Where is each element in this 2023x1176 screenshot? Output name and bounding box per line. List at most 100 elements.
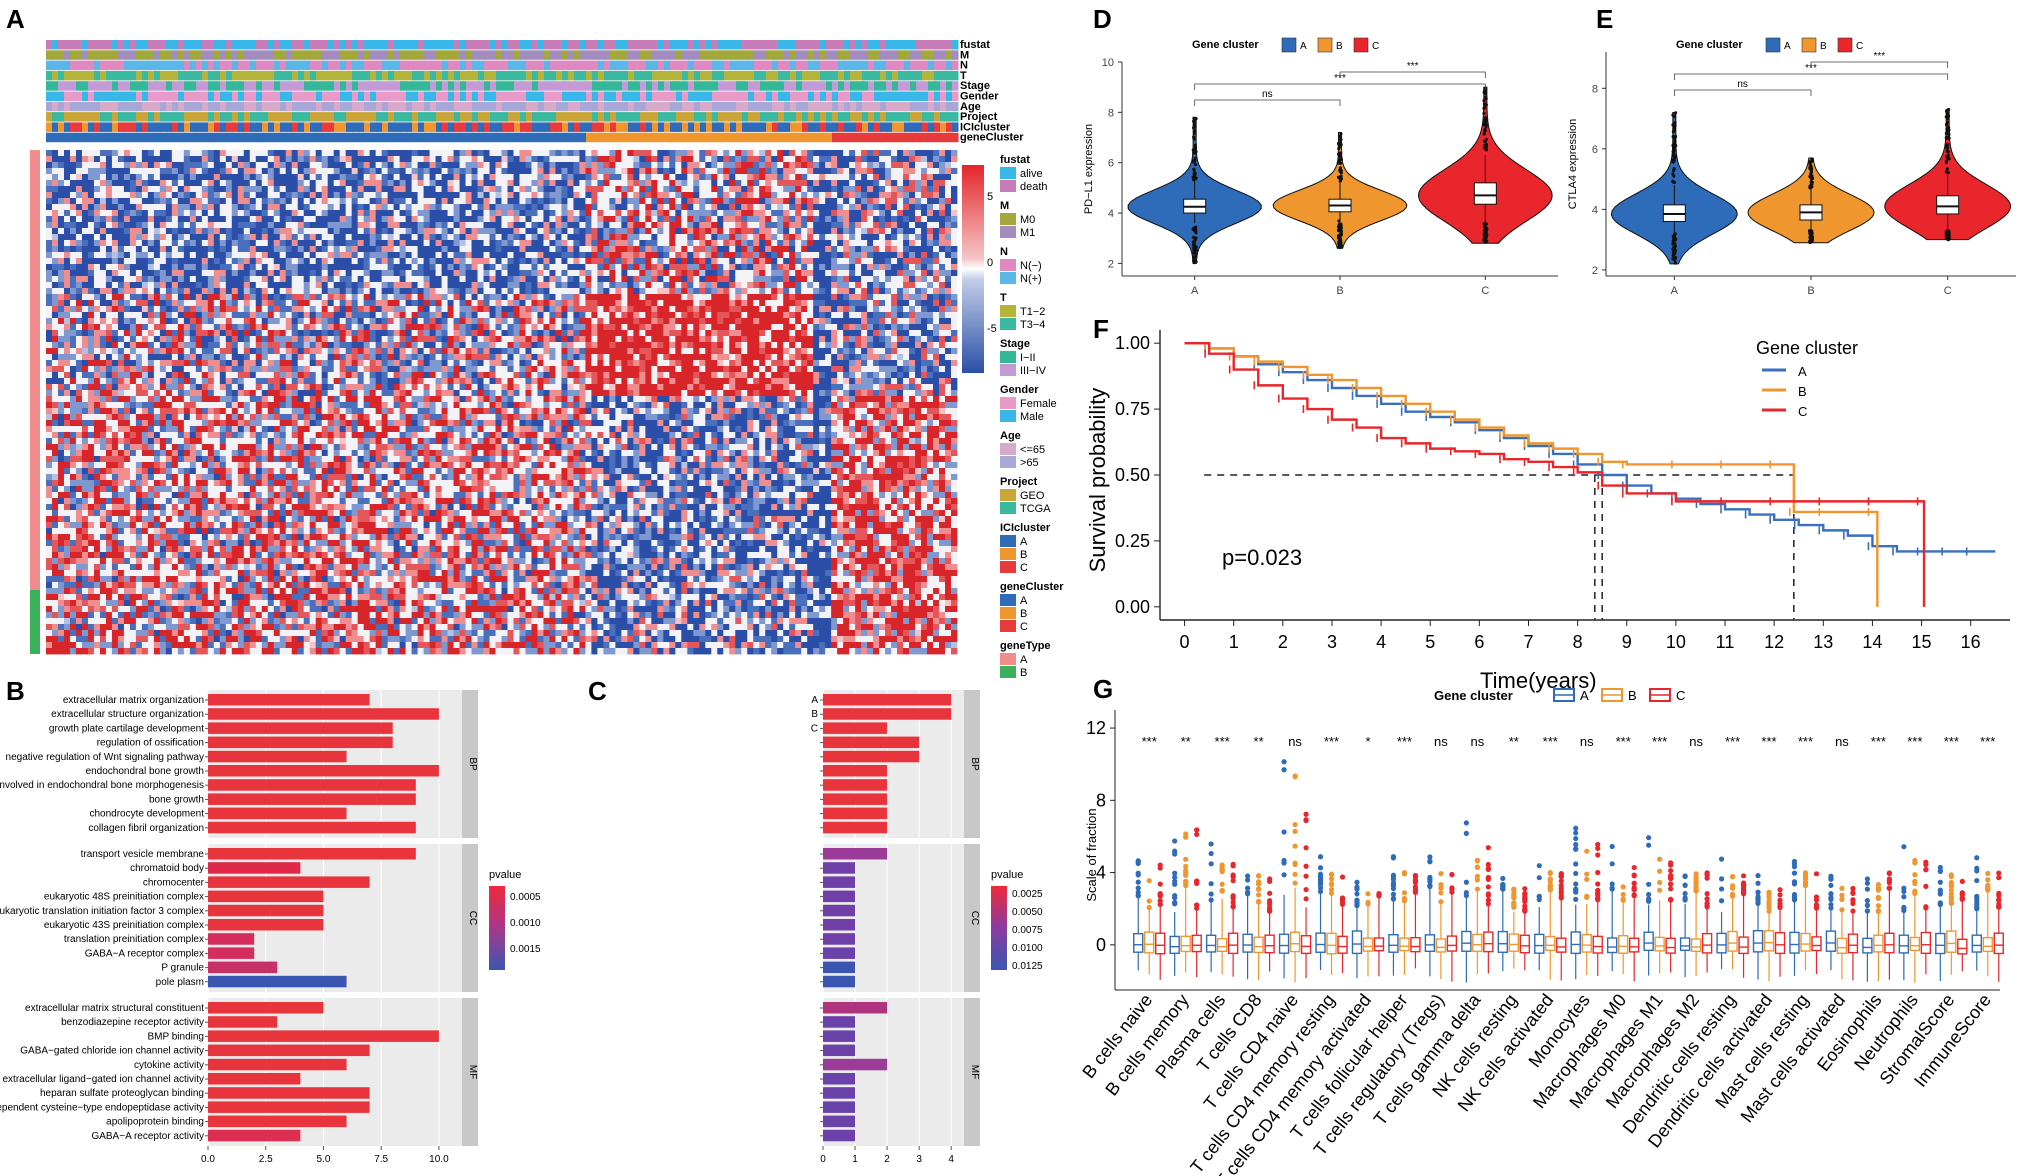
heat-cell xyxy=(543,270,550,277)
heat-cell xyxy=(753,198,760,205)
heat-cell xyxy=(357,180,365,187)
heat-cell xyxy=(351,270,359,277)
track-cell xyxy=(652,101,659,112)
heat-cell xyxy=(555,216,562,223)
heat-cell xyxy=(81,240,89,247)
heat-cell xyxy=(375,240,383,247)
heat-cell xyxy=(537,264,544,271)
track-cell xyxy=(328,112,335,122)
heat-cell xyxy=(483,234,490,241)
heat-cell xyxy=(771,198,778,205)
heat-cell xyxy=(447,162,454,169)
heat-cell xyxy=(735,234,742,241)
track-cell xyxy=(508,112,515,122)
heat-cell xyxy=(549,270,556,277)
heat-cell xyxy=(519,192,526,199)
heat-cell xyxy=(753,210,760,217)
heat-cell xyxy=(867,210,874,217)
heat-cell xyxy=(759,222,766,229)
heat-cell xyxy=(885,252,892,259)
heat-cell xyxy=(369,174,377,181)
track-cell xyxy=(826,91,833,101)
heat-cell xyxy=(399,258,407,265)
heat-cell xyxy=(471,264,478,271)
heat-cell xyxy=(123,246,131,253)
heat-cell xyxy=(243,282,251,289)
track-cell xyxy=(916,101,923,112)
heat-cell xyxy=(777,240,784,247)
heat-cell xyxy=(387,216,395,223)
track-cell xyxy=(718,122,725,132)
track-cell xyxy=(526,70,533,81)
heat-cell xyxy=(46,168,53,175)
track-cell xyxy=(400,40,407,50)
heat-cell xyxy=(249,156,257,163)
track-cell xyxy=(490,132,497,143)
heat-cell xyxy=(933,156,940,163)
heat-cell xyxy=(345,258,353,265)
track-cell xyxy=(700,132,707,143)
heat-cell xyxy=(411,168,418,175)
heat-cell xyxy=(273,222,281,229)
heat-cell xyxy=(651,240,658,247)
track-cell xyxy=(802,50,809,60)
track-cell xyxy=(844,132,851,143)
heat-cell xyxy=(921,228,928,235)
track-cell xyxy=(784,91,791,101)
heat-cell xyxy=(93,192,101,199)
track-cell xyxy=(748,81,755,91)
heat-cell xyxy=(417,198,424,205)
heat-cell xyxy=(549,228,556,235)
heat-cell xyxy=(351,234,359,241)
heat-cell xyxy=(363,222,371,229)
heat-cell xyxy=(435,282,442,289)
heat-cell xyxy=(585,234,592,241)
heat-cell xyxy=(573,150,580,157)
heat-cell xyxy=(207,264,215,271)
track-cell xyxy=(202,40,209,50)
track-cell xyxy=(538,81,545,91)
track-cell xyxy=(160,70,167,81)
track-cell xyxy=(82,50,89,60)
track-cell xyxy=(778,60,785,71)
heat-cell xyxy=(243,222,251,229)
track-cell xyxy=(268,112,275,122)
track-cell xyxy=(448,122,455,132)
heat-cell xyxy=(105,168,113,175)
heat-cell xyxy=(525,186,532,193)
heat-cell xyxy=(531,168,538,175)
heat-cell xyxy=(75,156,83,163)
heat-cell xyxy=(117,270,125,277)
heat-cell xyxy=(129,174,137,181)
heat-cell xyxy=(285,270,293,277)
track-cell xyxy=(88,91,95,101)
heat-cell xyxy=(363,246,371,253)
track-cell xyxy=(388,70,395,81)
heat-cell xyxy=(657,246,664,253)
heat-cell xyxy=(711,228,718,235)
heat-cell xyxy=(81,228,89,235)
panel-letter-e: E xyxy=(1596,4,1613,34)
track-cell xyxy=(178,132,185,143)
heat-cell xyxy=(147,246,155,253)
heat-cell xyxy=(729,240,736,247)
heat-cell xyxy=(777,234,784,241)
heat-cell xyxy=(645,150,652,157)
heat-cell xyxy=(885,276,892,283)
heat-cell xyxy=(183,252,191,259)
heat-cell xyxy=(165,252,173,259)
track-cell xyxy=(88,122,95,132)
heat-cell xyxy=(681,186,688,193)
track-cell xyxy=(148,122,155,132)
heat-cell xyxy=(357,210,365,217)
heat-cell xyxy=(825,198,832,205)
heat-cell xyxy=(207,156,215,163)
heat-cell xyxy=(891,180,898,187)
heat-cell xyxy=(183,156,191,163)
heat-cell xyxy=(51,276,59,283)
track-cell xyxy=(742,112,749,122)
heat-cell xyxy=(291,240,299,247)
track-cell xyxy=(226,60,233,71)
heat-cell xyxy=(141,234,149,241)
track-cell xyxy=(628,60,635,71)
